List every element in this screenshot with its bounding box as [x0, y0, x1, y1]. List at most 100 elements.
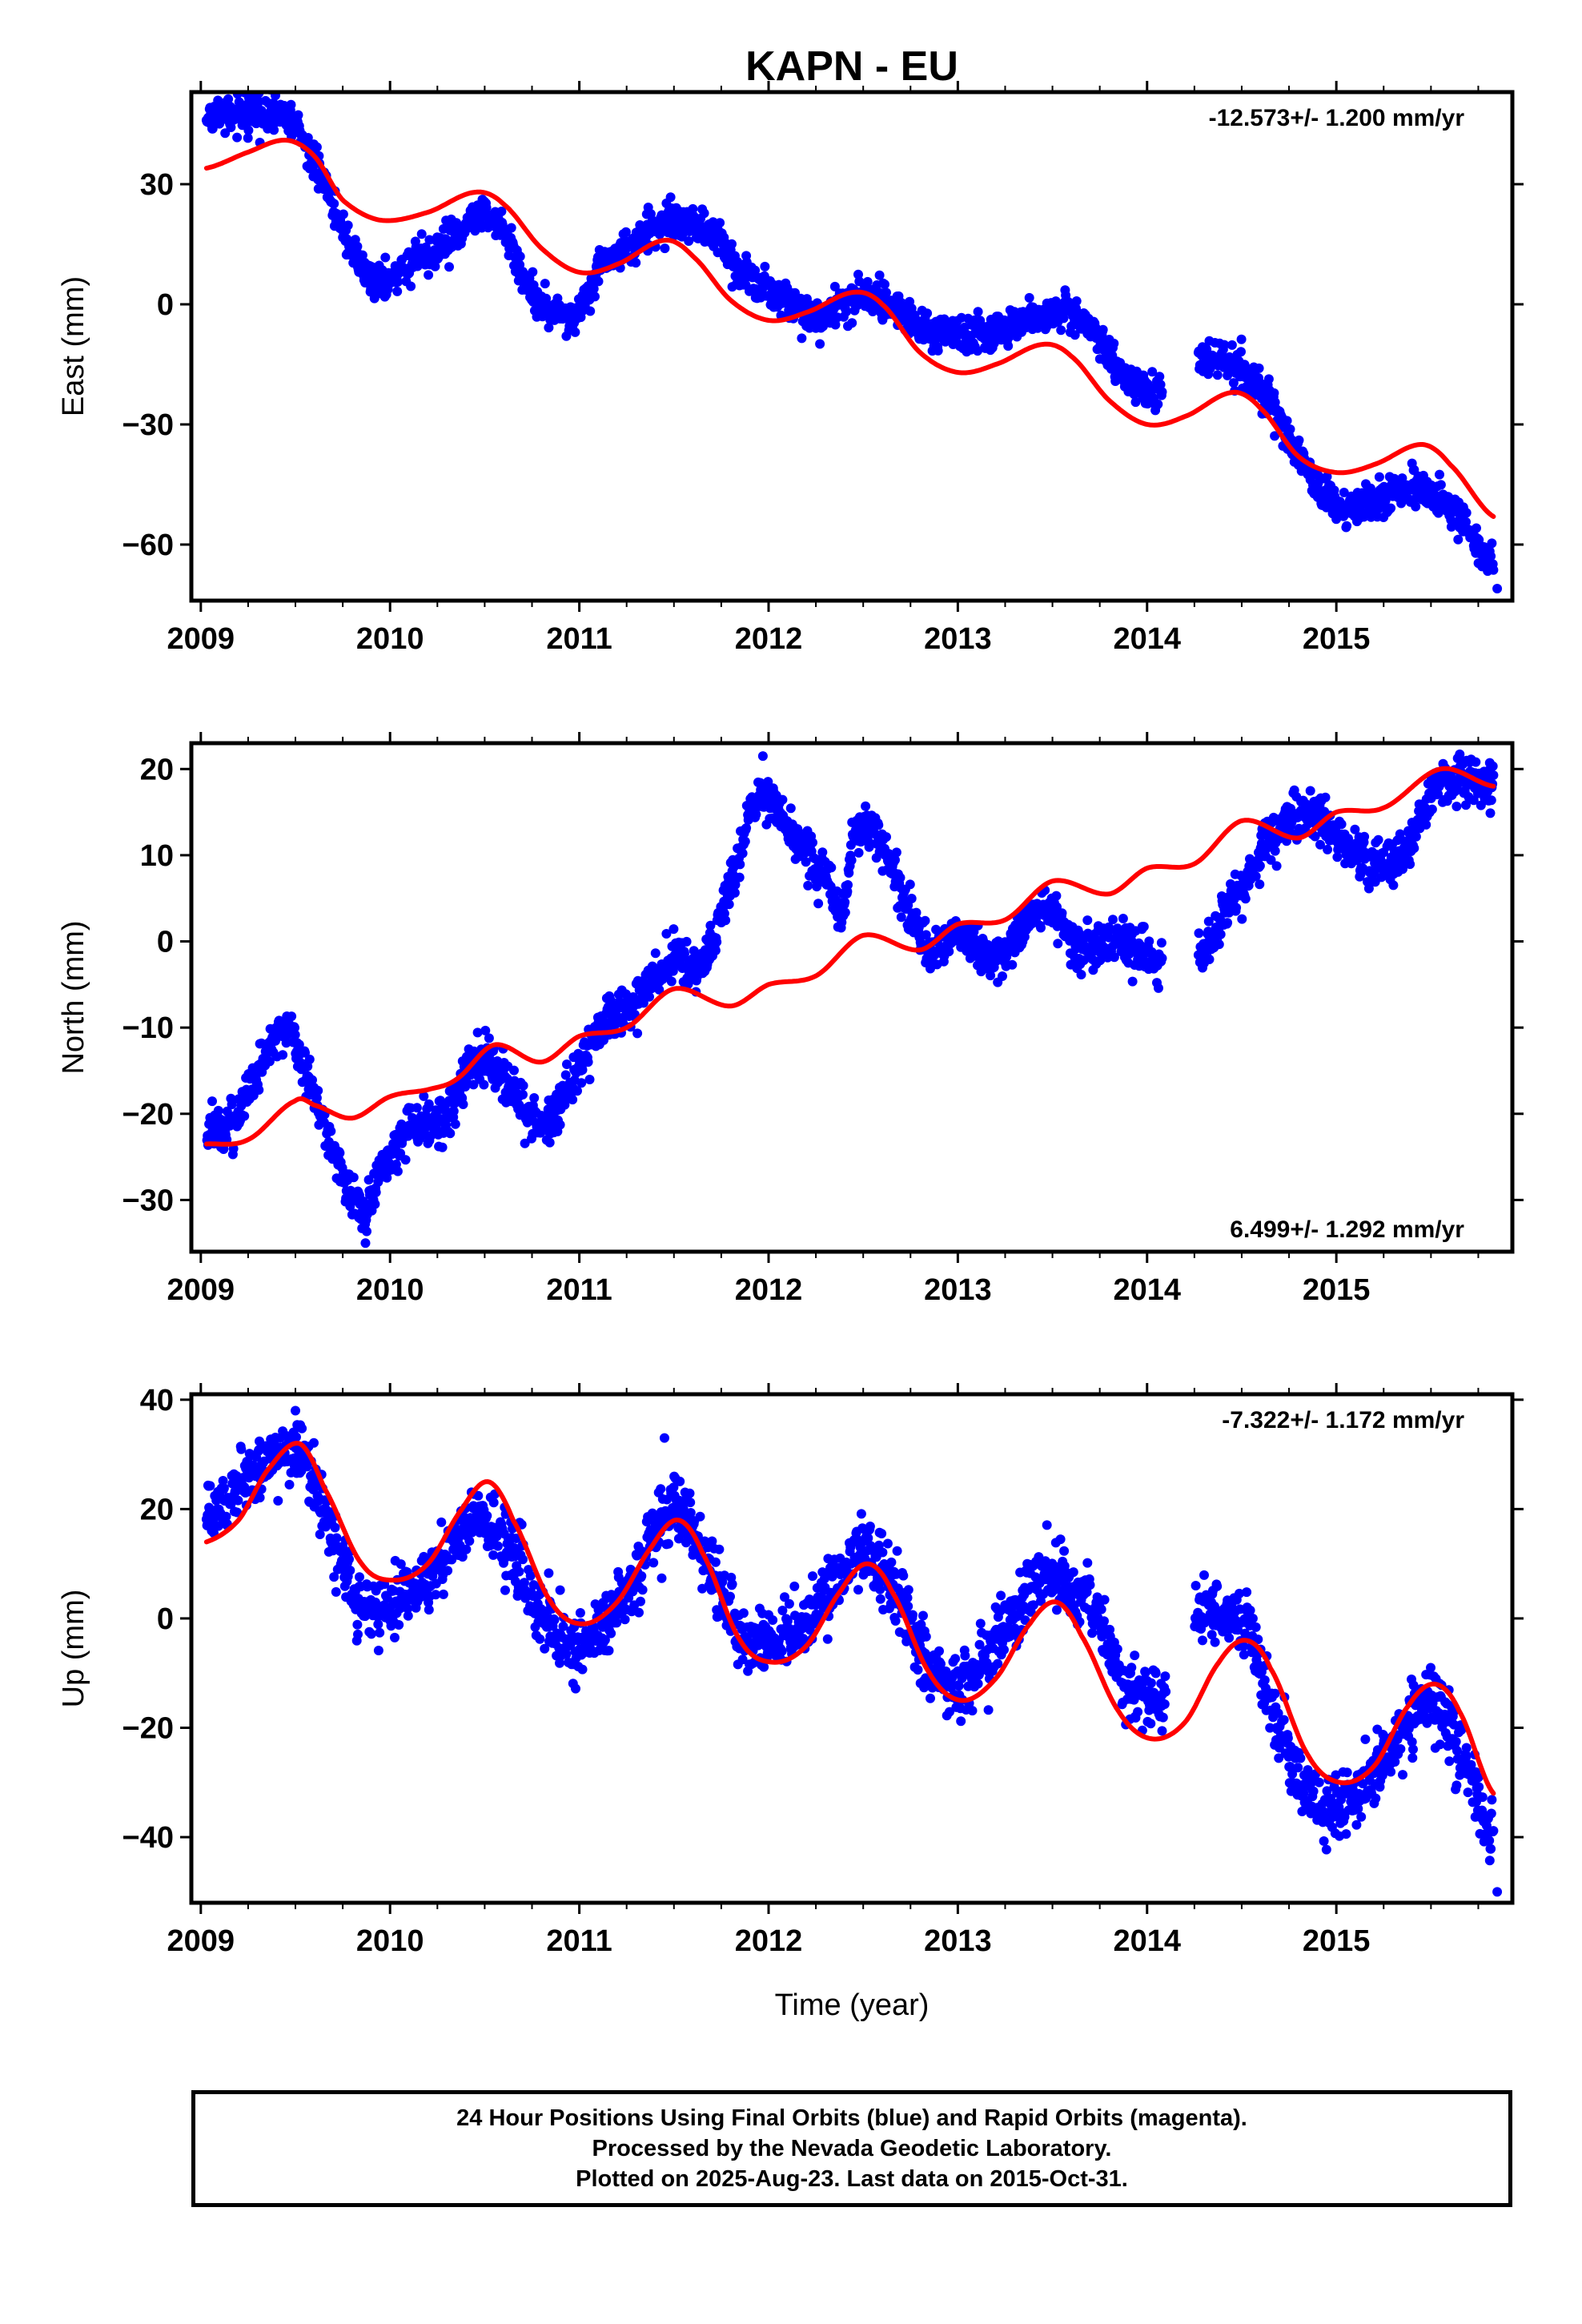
y-tick-label: −60 [122, 529, 174, 562]
data-point [1127, 976, 1138, 987]
data-point [911, 907, 921, 918]
data-point [344, 1554, 354, 1564]
data-point [921, 930, 931, 940]
data-point [362, 1226, 371, 1236]
data-point [944, 947, 954, 957]
data-point [348, 1172, 359, 1183]
data-point [1461, 508, 1472, 518]
data-point [705, 920, 716, 931]
data-point [813, 899, 824, 909]
data-point [1157, 953, 1167, 963]
data-point [1409, 843, 1419, 854]
data-point [724, 899, 734, 910]
data-point [540, 279, 550, 289]
data-point [1228, 378, 1239, 388]
x-tick-label: 2014 [1113, 1273, 1181, 1307]
data-point [445, 1128, 456, 1139]
data-point [488, 1550, 499, 1560]
data-point [1435, 469, 1444, 480]
data-point [631, 258, 641, 268]
data-point [751, 810, 761, 819]
data-point [488, 1498, 499, 1508]
data-point [218, 1476, 228, 1486]
data-point [785, 803, 796, 814]
data-point [840, 897, 850, 907]
data-point [352, 1619, 363, 1630]
data-point [734, 872, 745, 883]
data-point [412, 1103, 422, 1113]
data-point [236, 1444, 247, 1454]
data-point [568, 1095, 578, 1105]
data-point [293, 110, 303, 120]
data-point [226, 123, 236, 132]
data-point [1270, 846, 1280, 856]
data-point [375, 1627, 385, 1638]
x-tick-label: 2013 [924, 1273, 992, 1307]
data-point [727, 239, 737, 249]
data-point [278, 1050, 288, 1060]
data-point [430, 261, 440, 271]
data-point [841, 307, 852, 317]
data-point [1336, 819, 1347, 830]
plot-area [201, 1405, 1503, 1897]
data-point [777, 794, 788, 805]
data-point [1405, 859, 1415, 870]
data-point [309, 1437, 319, 1448]
data-point [479, 1080, 489, 1090]
data-point [307, 1075, 317, 1085]
data-point [338, 209, 348, 219]
data-point [326, 1126, 336, 1136]
data-point [1058, 313, 1069, 324]
data-point [290, 1023, 299, 1033]
data-point [632, 1028, 643, 1039]
data-point [525, 1570, 536, 1581]
data-point [874, 270, 885, 280]
data-point [757, 751, 768, 762]
data-point [1240, 894, 1251, 904]
data-point [1154, 372, 1165, 382]
data-point [352, 241, 363, 251]
data-point [933, 345, 943, 356]
data-point [360, 1238, 371, 1248]
data-point [905, 879, 915, 890]
data-point [1155, 380, 1166, 390]
data-point [353, 1629, 363, 1639]
data-point [458, 1100, 468, 1109]
data-point [572, 1086, 582, 1096]
x-tick-label: 2013 [924, 622, 992, 656]
data-point [1051, 891, 1062, 901]
data-point [803, 880, 813, 891]
data-point [1421, 819, 1431, 830]
data-point [812, 882, 822, 892]
data-point [669, 924, 679, 935]
data-point [998, 971, 1007, 981]
data-point [392, 277, 403, 287]
data-point [1231, 903, 1242, 913]
data-point [1411, 831, 1421, 842]
data-point [424, 1605, 434, 1615]
data-point [1219, 340, 1230, 350]
y-tick-label: −10 [122, 1011, 174, 1045]
data-point [331, 1586, 341, 1597]
data-point [284, 1479, 295, 1490]
data-point [363, 1175, 374, 1185]
data-point [1435, 480, 1446, 490]
data-point [843, 880, 853, 890]
data-point [1157, 387, 1167, 397]
final-orbits-series [202, 743, 1499, 1248]
data-point [593, 276, 604, 287]
data-point [1305, 786, 1315, 796]
data-point [826, 862, 837, 873]
x-tick-label: 2012 [735, 1273, 803, 1307]
data-point [390, 1632, 400, 1642]
x-tick-label: 2014 [1113, 622, 1181, 656]
data-point [1212, 370, 1223, 380]
y-axis-label: East (mm) [57, 276, 90, 416]
data-point [515, 251, 525, 262]
data-point [1315, 839, 1325, 850]
x-tick-label: 2012 [735, 622, 803, 656]
y-tick-label: 30 [140, 168, 174, 202]
data-point [518, 1080, 528, 1091]
data-point [986, 971, 996, 981]
data-point [1294, 435, 1304, 445]
